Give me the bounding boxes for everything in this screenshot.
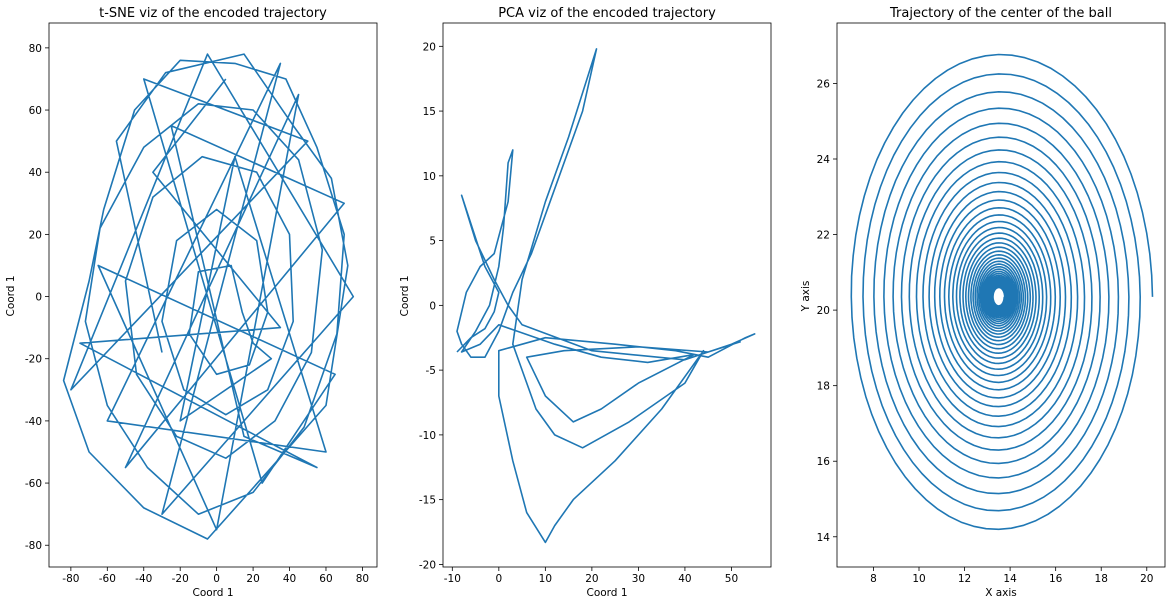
tsne-x-tick-label: 80 [356, 573, 369, 585]
ball-x-tick-label: 20 [1140, 573, 1153, 585]
ball-y-tick-label: 18 [817, 381, 830, 393]
ball-xlabel: X axis [985, 587, 1017, 599]
ball-y-tick-label: 24 [817, 154, 831, 166]
pca-x-tick-label: 10 [539, 573, 552, 585]
tsne-y-tick-label: 20 [29, 229, 42, 241]
ball-x-tick-label: 18 [1095, 573, 1108, 585]
ball-series-line-0 [850, 53, 1154, 531]
pca-y-tick-label: 5 [429, 236, 436, 248]
pca-x-tick-label: -10 [444, 573, 461, 585]
pca-y-tick-label: -20 [419, 559, 436, 571]
pca-y-tick-label: -15 [419, 495, 436, 507]
tsne-subplot: t-SNE viz of the encoded trajectory Coor… [5, 6, 378, 599]
pca-y-tick-label: 10 [423, 171, 436, 183]
tsne-x-tick-label: 60 [319, 573, 332, 585]
pca-x-tick-label: 20 [585, 573, 598, 585]
tsne-axes-frame [48, 22, 378, 568]
ball-x-tick-label: 10 [912, 573, 925, 585]
tsne-series-line-0 [62, 53, 355, 540]
ball-y-tick-label: 22 [817, 230, 830, 242]
tsne-ylabel: Coord 1 [5, 276, 17, 317]
tsne-xlabel: Coord 1 [193, 587, 234, 599]
tsne-y-tick-label: -60 [25, 478, 42, 490]
tsne-x-tick-label: 0 [213, 573, 220, 585]
tsne-y-tick-label: 80 [29, 43, 42, 55]
ball-x-tick-label: 14 [1003, 573, 1017, 585]
tsne-y-tick-label: 60 [29, 105, 42, 117]
pca-title: PCA viz of the encoded trajectory [498, 6, 716, 21]
ball-x-tick-label: 16 [1049, 573, 1063, 585]
tsne-x-tick-label: -40 [135, 573, 152, 585]
tsne-y-tick-label: -20 [25, 354, 42, 366]
pca-y-tick-label: 20 [423, 41, 436, 53]
ball-y-tick-label: 14 [817, 532, 831, 544]
tsne-x-tick-label: 40 [283, 573, 296, 585]
pca-subplot: PCA viz of the encoded trajectory Coord … [399, 6, 772, 599]
ball-ylabel: Y axis [800, 281, 812, 313]
pca-y-tick-label: -10 [419, 430, 436, 442]
ball-x-tick-label: 12 [958, 573, 971, 585]
tsne-x-tick-label: -60 [99, 573, 116, 585]
pca-axes-frame [442, 22, 772, 568]
pca-x-tick-label: 30 [632, 573, 645, 585]
pca-x-tick-label: 40 [678, 573, 691, 585]
tsne-x-tick-label: -80 [62, 573, 79, 585]
ball-trajectory-subplot: Trajectory of the center of the ball X a… [800, 6, 1166, 599]
pca-x-tick-label: 50 [725, 573, 738, 585]
tsne-y-tick-label: 40 [29, 167, 42, 179]
ball-y-tick-label: 26 [817, 78, 831, 90]
ball-y-tick-label: 16 [817, 456, 831, 468]
pca-y-tick-label: 0 [429, 300, 436, 312]
pca-xlabel: Coord 1 [587, 587, 628, 599]
ball-y-tick-label: 20 [817, 305, 830, 317]
pca-ylabel: Coord 1 [399, 276, 411, 317]
pca-x-tick-label: 0 [495, 573, 502, 585]
tsne-x-tick-label: 20 [246, 573, 259, 585]
ball-x-tick-label: 8 [870, 573, 877, 585]
tsne-title: t-SNE viz of the encoded trajectory [99, 6, 327, 21]
pca-series-line-0 [456, 48, 756, 544]
tsne-x-tick-label: -20 [172, 573, 189, 585]
ball-axes-frame [836, 22, 1166, 568]
pca-y-tick-label: 15 [423, 106, 436, 118]
tsne-y-tick-label: -40 [25, 416, 42, 428]
tsne-y-tick-label: 0 [35, 292, 42, 304]
tsne-y-tick-label: -80 [25, 540, 42, 552]
ball-title: Trajectory of the center of the ball [889, 6, 1112, 21]
pca-y-tick-label: -5 [426, 365, 436, 377]
